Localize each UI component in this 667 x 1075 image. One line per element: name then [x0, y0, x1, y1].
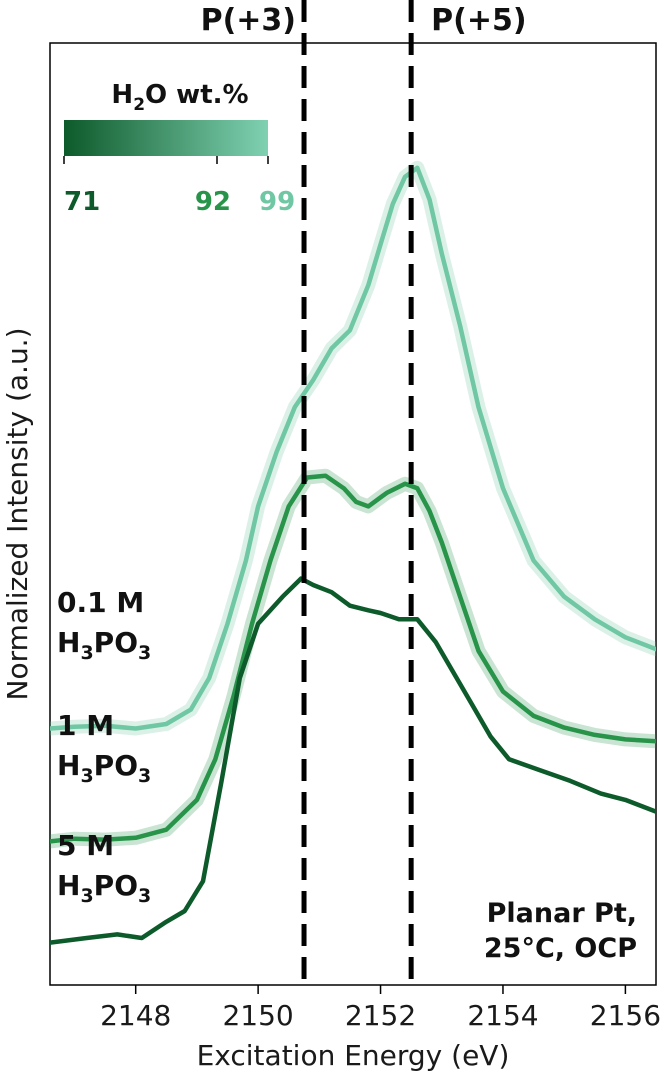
colorbar-tick-label: 92 [195, 187, 231, 217]
annotation-line-2: 25°C, OCP [484, 933, 637, 964]
x-tick-label: 2148 [100, 999, 171, 1032]
colorbar-tick-label: 99 [259, 187, 295, 217]
series-label-concentration: 0.1 M [57, 586, 144, 619]
series-layer [50, 160, 656, 945]
x-tick-label: 2156 [590, 999, 661, 1032]
reference-line-label: P(+5) [431, 3, 526, 38]
colorbar-title: H2O wt.% [111, 80, 248, 115]
x-tick-label: 2150 [222, 999, 293, 1032]
reference-lines: P(+3) P(+5) [201, 0, 527, 985]
colorbar-gradient [64, 120, 268, 156]
x-tick-label: 2152 [345, 999, 416, 1032]
condition-annotation: Planar Pt, 25°C, OCP [484, 898, 637, 964]
series-line-71 [50, 576, 656, 945]
annotation-line-1: Planar Pt, [487, 898, 637, 929]
series-labels: 0.1 M H3PO3 1 M H3PO3 5 M H3PO3 [57, 586, 151, 907]
colorbar: H2O wt.% 71 92 99 [63, 80, 295, 217]
series-label-concentration: 1 M [57, 709, 114, 742]
series-line-92 [50, 473, 656, 844]
series-label-concentration: 5 M [57, 829, 114, 862]
x-axis: 2148 2150 2152 2154 2156 [100, 985, 661, 1032]
x-axis-label: Excitation Energy (eV) [197, 1039, 510, 1072]
x-tick-label: 2154 [467, 999, 538, 1032]
colorbar-tick-label: 71 [64, 187, 100, 217]
series-label-formula: H3PO3 [57, 869, 151, 907]
plot-frame [49, 42, 657, 986]
series-line-99 [50, 165, 656, 731]
reference-line-label: P(+3) [201, 3, 296, 38]
series-label-formula: H3PO3 [57, 626, 151, 664]
y-axis-label: Normalized Intensity (a.u.) [1, 327, 34, 700]
colorbar-ticks: 71 92 99 [63, 156, 295, 217]
series-label-formula: H3PO3 [57, 749, 151, 787]
